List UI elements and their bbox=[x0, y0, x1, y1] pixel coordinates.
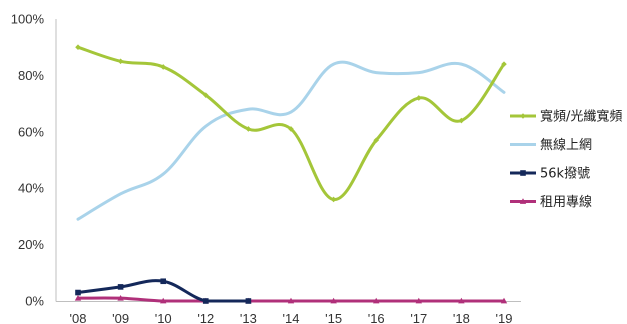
x-tick-label: '17 bbox=[410, 311, 427, 324]
data-point bbox=[330, 196, 337, 203]
data-point bbox=[500, 297, 508, 304]
legend-label: 寬頻/光纖寬頻 bbox=[540, 109, 622, 125]
y-tick-label: 60% bbox=[18, 124, 44, 139]
legend-label: 56k撥號 bbox=[540, 167, 590, 182]
data-point bbox=[330, 297, 337, 304]
data-point bbox=[245, 298, 252, 304]
x-tick-label: '15 bbox=[325, 311, 342, 324]
y-tick-label: 80% bbox=[18, 68, 44, 83]
x-tick-label: '13 bbox=[240, 311, 257, 324]
data-point bbox=[373, 297, 380, 304]
data-point bbox=[75, 289, 81, 296]
series-2 bbox=[75, 278, 252, 304]
data-point bbox=[520, 113, 526, 119]
x-tick-label: '14 bbox=[283, 311, 300, 324]
series-0 bbox=[75, 44, 507, 203]
series-line bbox=[76, 60, 506, 221]
legend-label: 無線上網 bbox=[540, 137, 592, 153]
x-tick-label: '10 bbox=[155, 311, 172, 324]
data-point bbox=[203, 298, 209, 304]
x-tick-label: '09 bbox=[112, 311, 129, 324]
data-point bbox=[519, 198, 527, 204]
data-point bbox=[415, 297, 422, 304]
data-point bbox=[117, 284, 124, 290]
data-point bbox=[74, 294, 82, 301]
y-axis-tick-labels: 0% 20% 40% 60% 80% 100% bbox=[11, 12, 45, 309]
x-tick-label: '08 bbox=[70, 311, 87, 324]
data-point bbox=[75, 44, 81, 50]
data-point bbox=[160, 64, 166, 70]
data-point bbox=[203, 92, 209, 98]
data-point bbox=[501, 61, 507, 67]
y-tick-label: 100% bbox=[11, 12, 45, 27]
data-point bbox=[458, 297, 465, 304]
data-point bbox=[458, 117, 465, 124]
legend-item: 無線上網 bbox=[510, 137, 592, 153]
data-point bbox=[287, 297, 295, 304]
y-tick-label: 20% bbox=[18, 237, 44, 252]
x-tick-label: '16 bbox=[368, 311, 385, 324]
series-3 bbox=[74, 294, 508, 304]
y-tick-label: 0% bbox=[25, 294, 44, 309]
data-point bbox=[373, 137, 379, 144]
legend-label: 租用專線 bbox=[540, 194, 592, 210]
legend-item: 56k撥號 bbox=[510, 167, 590, 182]
data-point bbox=[245, 126, 252, 132]
series-line bbox=[76, 45, 506, 201]
x-axis-tick-labels: '08 '09 '10 '12 '13 '14 '15 '16 '17 '18 '19 bbox=[70, 311, 513, 324]
data-point bbox=[160, 297, 167, 304]
data-point bbox=[117, 294, 124, 301]
x-tick-label: '18 bbox=[453, 311, 470, 324]
x-tick-label: '12 bbox=[197, 311, 214, 324]
series-layer bbox=[74, 44, 508, 304]
data-point bbox=[520, 170, 526, 176]
y-tick-label: 40% bbox=[18, 181, 44, 196]
data-point bbox=[288, 126, 294, 132]
legend-item: 租用專線 bbox=[510, 194, 592, 210]
x-tick-label: '19 bbox=[496, 311, 513, 324]
data-point bbox=[416, 95, 422, 101]
data-point bbox=[160, 278, 166, 285]
series-1 bbox=[76, 60, 506, 221]
data-point bbox=[117, 58, 124, 65]
legend-item: 寬頻/光纖寬頻 bbox=[510, 109, 622, 125]
